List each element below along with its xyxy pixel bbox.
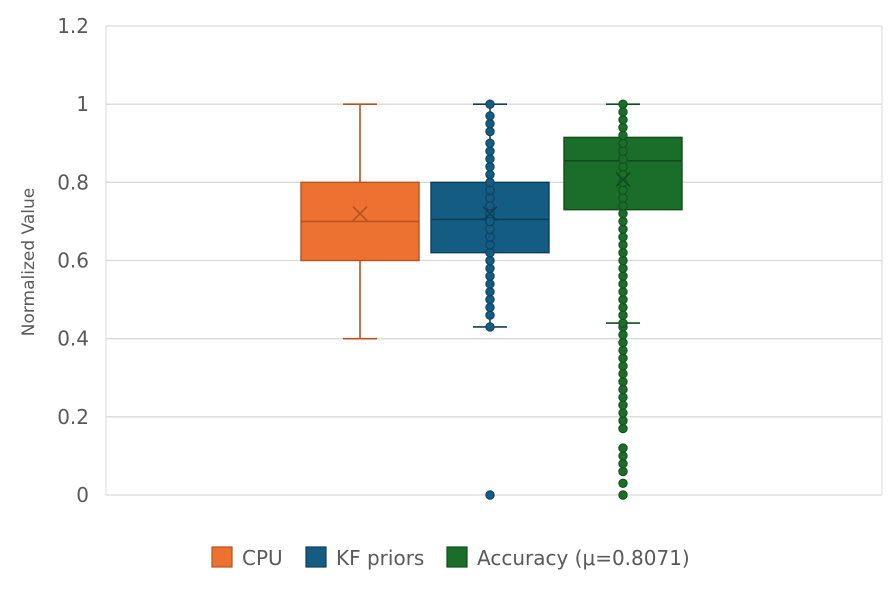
data-point bbox=[618, 302, 628, 313]
y-axis-title: Normalized Value bbox=[19, 188, 39, 337]
y-tick-label: 0.6 bbox=[57, 249, 89, 273]
data-point bbox=[618, 416, 628, 426]
data-point bbox=[485, 146, 495, 156]
legend: CPU KF priors Accuracy (μ=0.8071) bbox=[211, 546, 690, 570]
data-point bbox=[618, 240, 628, 250]
data-point bbox=[485, 154, 495, 164]
data-point bbox=[485, 169, 495, 180]
box-series-group bbox=[563, 99, 683, 500]
box-series-group bbox=[430, 99, 550, 500]
legend-swatch bbox=[211, 546, 233, 568]
data-point bbox=[618, 353, 628, 363]
data-point bbox=[618, 115, 628, 125]
data-point bbox=[618, 451, 628, 461]
data-point bbox=[618, 216, 628, 227]
data-point bbox=[618, 287, 628, 297]
data-point bbox=[618, 330, 628, 340]
data-point bbox=[485, 255, 495, 266]
data-point bbox=[618, 130, 628, 141]
data-point bbox=[485, 193, 495, 203]
data-point bbox=[485, 247, 495, 258]
data-point bbox=[485, 279, 495, 289]
legend-label: KF priors bbox=[336, 546, 424, 570]
data-point bbox=[618, 232, 628, 242]
data-point bbox=[485, 119, 495, 129]
data-point bbox=[485, 287, 495, 297]
data-point bbox=[618, 247, 628, 258]
data-point bbox=[485, 138, 495, 148]
data-point bbox=[618, 279, 628, 289]
data-point bbox=[618, 201, 628, 211]
data-point bbox=[618, 466, 628, 477]
data-point bbox=[618, 255, 628, 266]
data-point bbox=[485, 322, 495, 332]
data-point bbox=[618, 345, 628, 356]
data-point bbox=[485, 490, 495, 500]
box-series-group bbox=[300, 103, 420, 340]
legend-swatch bbox=[305, 546, 327, 568]
data-point bbox=[618, 337, 628, 348]
mean-marker bbox=[615, 171, 631, 188]
data-point bbox=[618, 107, 628, 117]
data-point bbox=[485, 224, 495, 234]
y-axis-ticks: 0 0.2 0.4 0.6 0.8 1 1.2 bbox=[57, 14, 89, 507]
data-point bbox=[485, 310, 495, 320]
data-point bbox=[485, 185, 495, 195]
data-point bbox=[618, 208, 628, 219]
data-point bbox=[618, 99, 628, 109]
data-point bbox=[485, 162, 495, 172]
data-point bbox=[485, 99, 495, 109]
data-point bbox=[618, 459, 628, 469]
data-point bbox=[485, 126, 495, 137]
data-point bbox=[485, 177, 495, 188]
data-point bbox=[485, 111, 495, 121]
data-point bbox=[485, 294, 495, 305]
legend-label: Accuracy (μ=0.8071) bbox=[477, 546, 690, 570]
data-point bbox=[618, 138, 628, 148]
mean-marker bbox=[352, 206, 368, 222]
data-point bbox=[618, 384, 628, 395]
data-point bbox=[485, 263, 495, 274]
data-point bbox=[618, 392, 628, 402]
data-point bbox=[618, 185, 628, 195]
legend-label: CPU bbox=[242, 546, 283, 570]
data-point bbox=[485, 216, 495, 227]
y-tick-label: 1.2 bbox=[57, 14, 89, 38]
data-point bbox=[618, 122, 628, 133]
data-point bbox=[618, 146, 628, 156]
y-tick-label: 1 bbox=[76, 92, 89, 116]
data-point bbox=[618, 154, 628, 164]
data-point bbox=[618, 162, 628, 172]
data-point bbox=[485, 271, 495, 281]
box-series bbox=[300, 99, 683, 500]
legend-swatch bbox=[446, 546, 468, 568]
data-point bbox=[618, 224, 628, 234]
data-point bbox=[618, 376, 628, 387]
y-tick-label: 0 bbox=[76, 483, 89, 507]
data-point bbox=[618, 443, 628, 453]
data-point bbox=[485, 201, 495, 211]
y-tick-label: 0.4 bbox=[57, 327, 89, 351]
data-point bbox=[485, 240, 495, 250]
data-point bbox=[618, 263, 628, 274]
y-tick-label: 0.2 bbox=[57, 405, 89, 429]
data-point bbox=[485, 302, 495, 313]
data-point bbox=[618, 271, 628, 281]
mean-marker bbox=[482, 206, 498, 222]
data-point bbox=[618, 400, 628, 410]
data-point bbox=[618, 318, 628, 328]
data-point bbox=[618, 294, 628, 305]
data-point bbox=[618, 408, 628, 418]
data-point bbox=[618, 369, 628, 379]
y-tick-label: 0.8 bbox=[57, 170, 89, 194]
data-point bbox=[618, 478, 628, 488]
data-point bbox=[485, 232, 495, 242]
data-point bbox=[618, 310, 628, 320]
data-point bbox=[618, 361, 628, 371]
data-point bbox=[618, 193, 628, 203]
data-point bbox=[618, 423, 628, 434]
data-point bbox=[618, 490, 628, 500]
